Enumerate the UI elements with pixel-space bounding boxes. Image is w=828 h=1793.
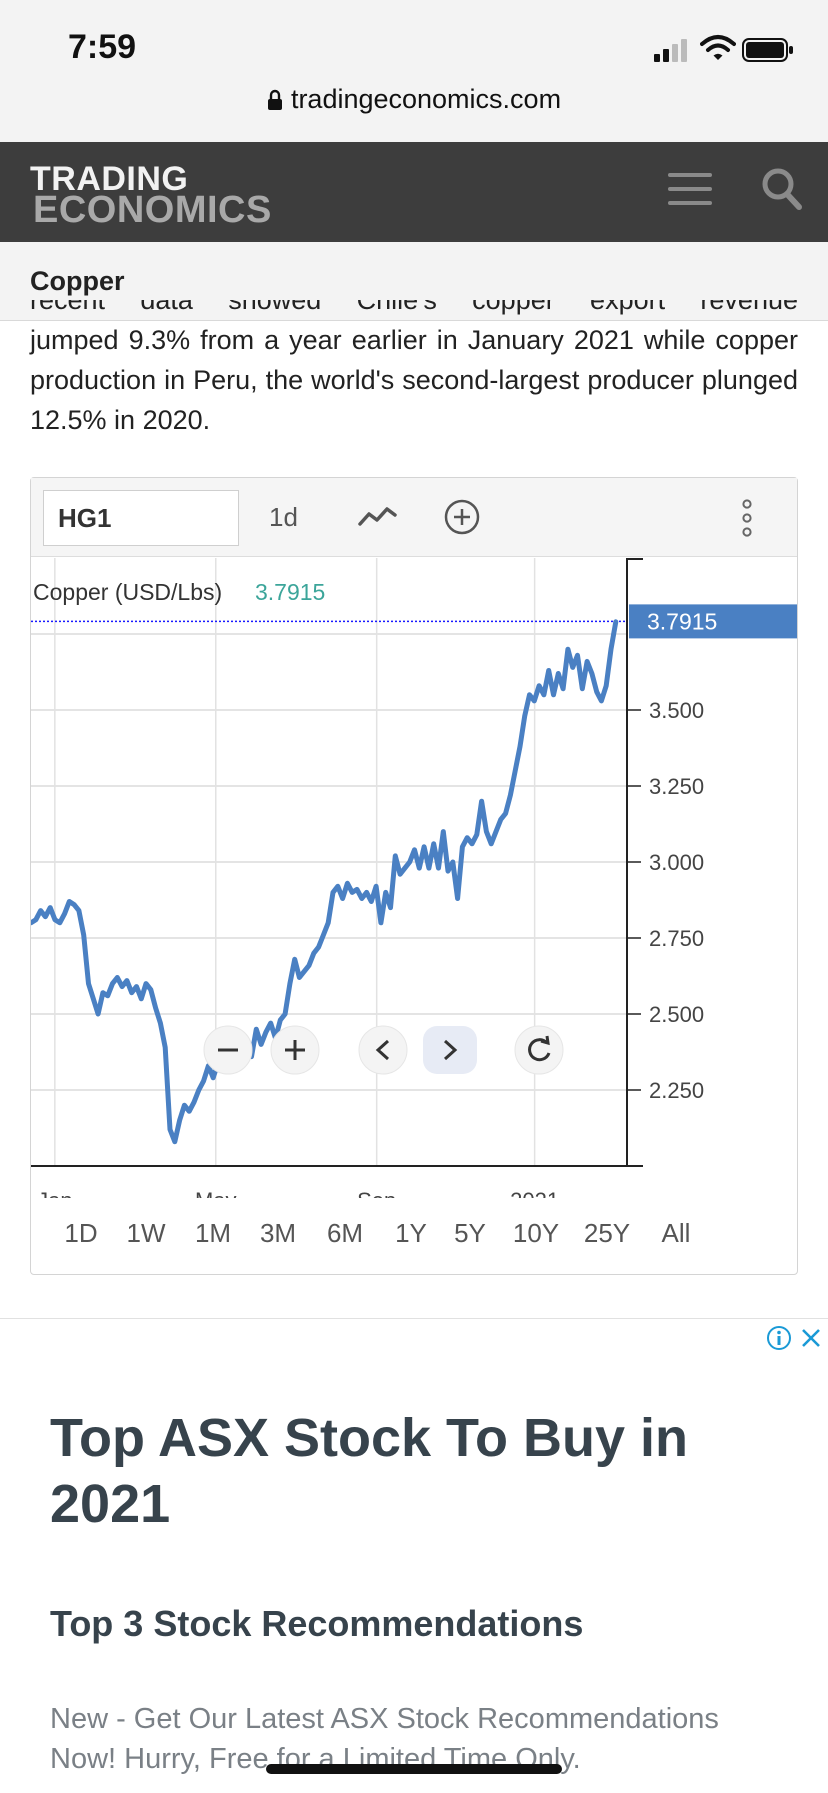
article-text: recent data showed Chile's copper export… xyxy=(30,300,798,440)
url-bar[interactable]: tradingeconomics.com xyxy=(0,84,828,115)
range-button-6m[interactable]: 6M xyxy=(327,1218,363,1249)
y-tick-label: 2.500 xyxy=(649,1002,704,1027)
home-indicator xyxy=(266,1764,562,1774)
cellular-signal-icon xyxy=(652,38,692,62)
pan-right-button[interactable] xyxy=(423,1026,477,1074)
more-options-icon[interactable] xyxy=(737,498,757,538)
x-tick-label: Jan xyxy=(37,1188,72,1198)
chart-toolbar: 1d xyxy=(31,478,797,557)
y-tick-label: 3.000 xyxy=(649,850,704,875)
range-button-1w[interactable]: 1W xyxy=(127,1218,166,1249)
ad-subtitle[interactable]: Top 3 Stock Recommendations xyxy=(50,1603,583,1645)
chart-widget: 1d Copper (USD/Lbs) 3.7915 3.500 3.250 3.0… xyxy=(30,477,798,1275)
article-partial-line: recent data showed Chile's copper export… xyxy=(30,300,798,320)
range-button-3m[interactable]: 3M xyxy=(260,1218,296,1249)
range-button-25y[interactable]: 25Y xyxy=(584,1218,630,1249)
url-text: tradingeconomics.com xyxy=(291,84,561,114)
lock-icon xyxy=(267,89,283,111)
site-header: TRADING ECONOMICS xyxy=(0,142,828,242)
x-tick-label: May xyxy=(195,1188,237,1198)
last-price-text: 3.7915 xyxy=(647,608,717,634)
interval-selector[interactable]: 1d xyxy=(269,502,298,533)
hamburger-menu-button[interactable] xyxy=(668,169,712,209)
ad-info-icon[interactable] xyxy=(766,1325,792,1351)
wifi-icon xyxy=(700,34,736,62)
range-selector: 1D 1W 1M 3M 6M 1Y 5Y 10Y 25Y All xyxy=(31,1218,797,1258)
y-tick-label: 2.250 xyxy=(649,1078,704,1103)
symbol-input[interactable] xyxy=(43,490,239,546)
reset-zoom-button[interactable] xyxy=(515,1026,563,1074)
article-cut-line: recent data showed Chile's copper export… xyxy=(30,300,798,320)
range-button-1m[interactable]: 1M xyxy=(195,1218,231,1249)
price-chart[interactable]: Copper (USD/Lbs) 3.7915 3.500 3.250 3.000 2… xyxy=(31,558,797,1198)
series-last-value: 3.7915 xyxy=(255,579,325,605)
logo-line-2[interactable]: ECONOMICS xyxy=(33,190,272,230)
article-paragraph: jumped 9.3% from a year earlier in Janua… xyxy=(30,320,798,440)
zoom-out-button[interactable] xyxy=(204,1026,252,1074)
range-button-5y[interactable]: 5Y xyxy=(454,1218,486,1249)
y-tick-label: 3.250 xyxy=(649,774,704,799)
pan-left-button[interactable] xyxy=(359,1026,407,1074)
x-tick-label: 2021 xyxy=(510,1188,559,1198)
chart-grid xyxy=(31,558,627,1166)
page-title[interactable]: Copper xyxy=(30,266,125,297)
range-button-1d[interactable]: 1D xyxy=(64,1218,97,1249)
y-tick-label: 2.750 xyxy=(649,926,704,951)
status-time: 7:59 xyxy=(68,28,136,67)
y-tick-label: 3.500 xyxy=(649,698,704,723)
ad-title[interactable]: Top ASX Stock To Buy in 2021 xyxy=(50,1405,770,1537)
close-icon[interactable] xyxy=(798,1325,824,1351)
range-button-1y[interactable]: 1Y xyxy=(395,1218,427,1249)
range-button-10y[interactable]: 10Y xyxy=(513,1218,559,1249)
zoom-in-button[interactable] xyxy=(271,1026,319,1074)
series-label: Copper (USD/Lbs) xyxy=(33,579,222,605)
advertisement: Top ASX Stock To Buy in 2021 Top 3 Stock… xyxy=(0,1318,828,1793)
search-icon[interactable] xyxy=(760,164,804,214)
x-tick-label: Sep xyxy=(357,1188,396,1198)
line-chart-type-icon[interactable] xyxy=(357,502,399,532)
x-axis: Jan May Sep 2021 xyxy=(31,1166,627,1198)
range-button-all[interactable]: All xyxy=(662,1218,691,1249)
add-indicator-icon[interactable] xyxy=(443,498,481,536)
last-price-label: 3.7915 xyxy=(629,604,797,638)
status-bar: 7:59 tradingeconomics.com xyxy=(0,0,828,142)
y-axis: 3.500 3.250 3.000 2.750 2.500 2.250 xyxy=(627,558,704,1166)
battery-icon xyxy=(742,38,794,62)
